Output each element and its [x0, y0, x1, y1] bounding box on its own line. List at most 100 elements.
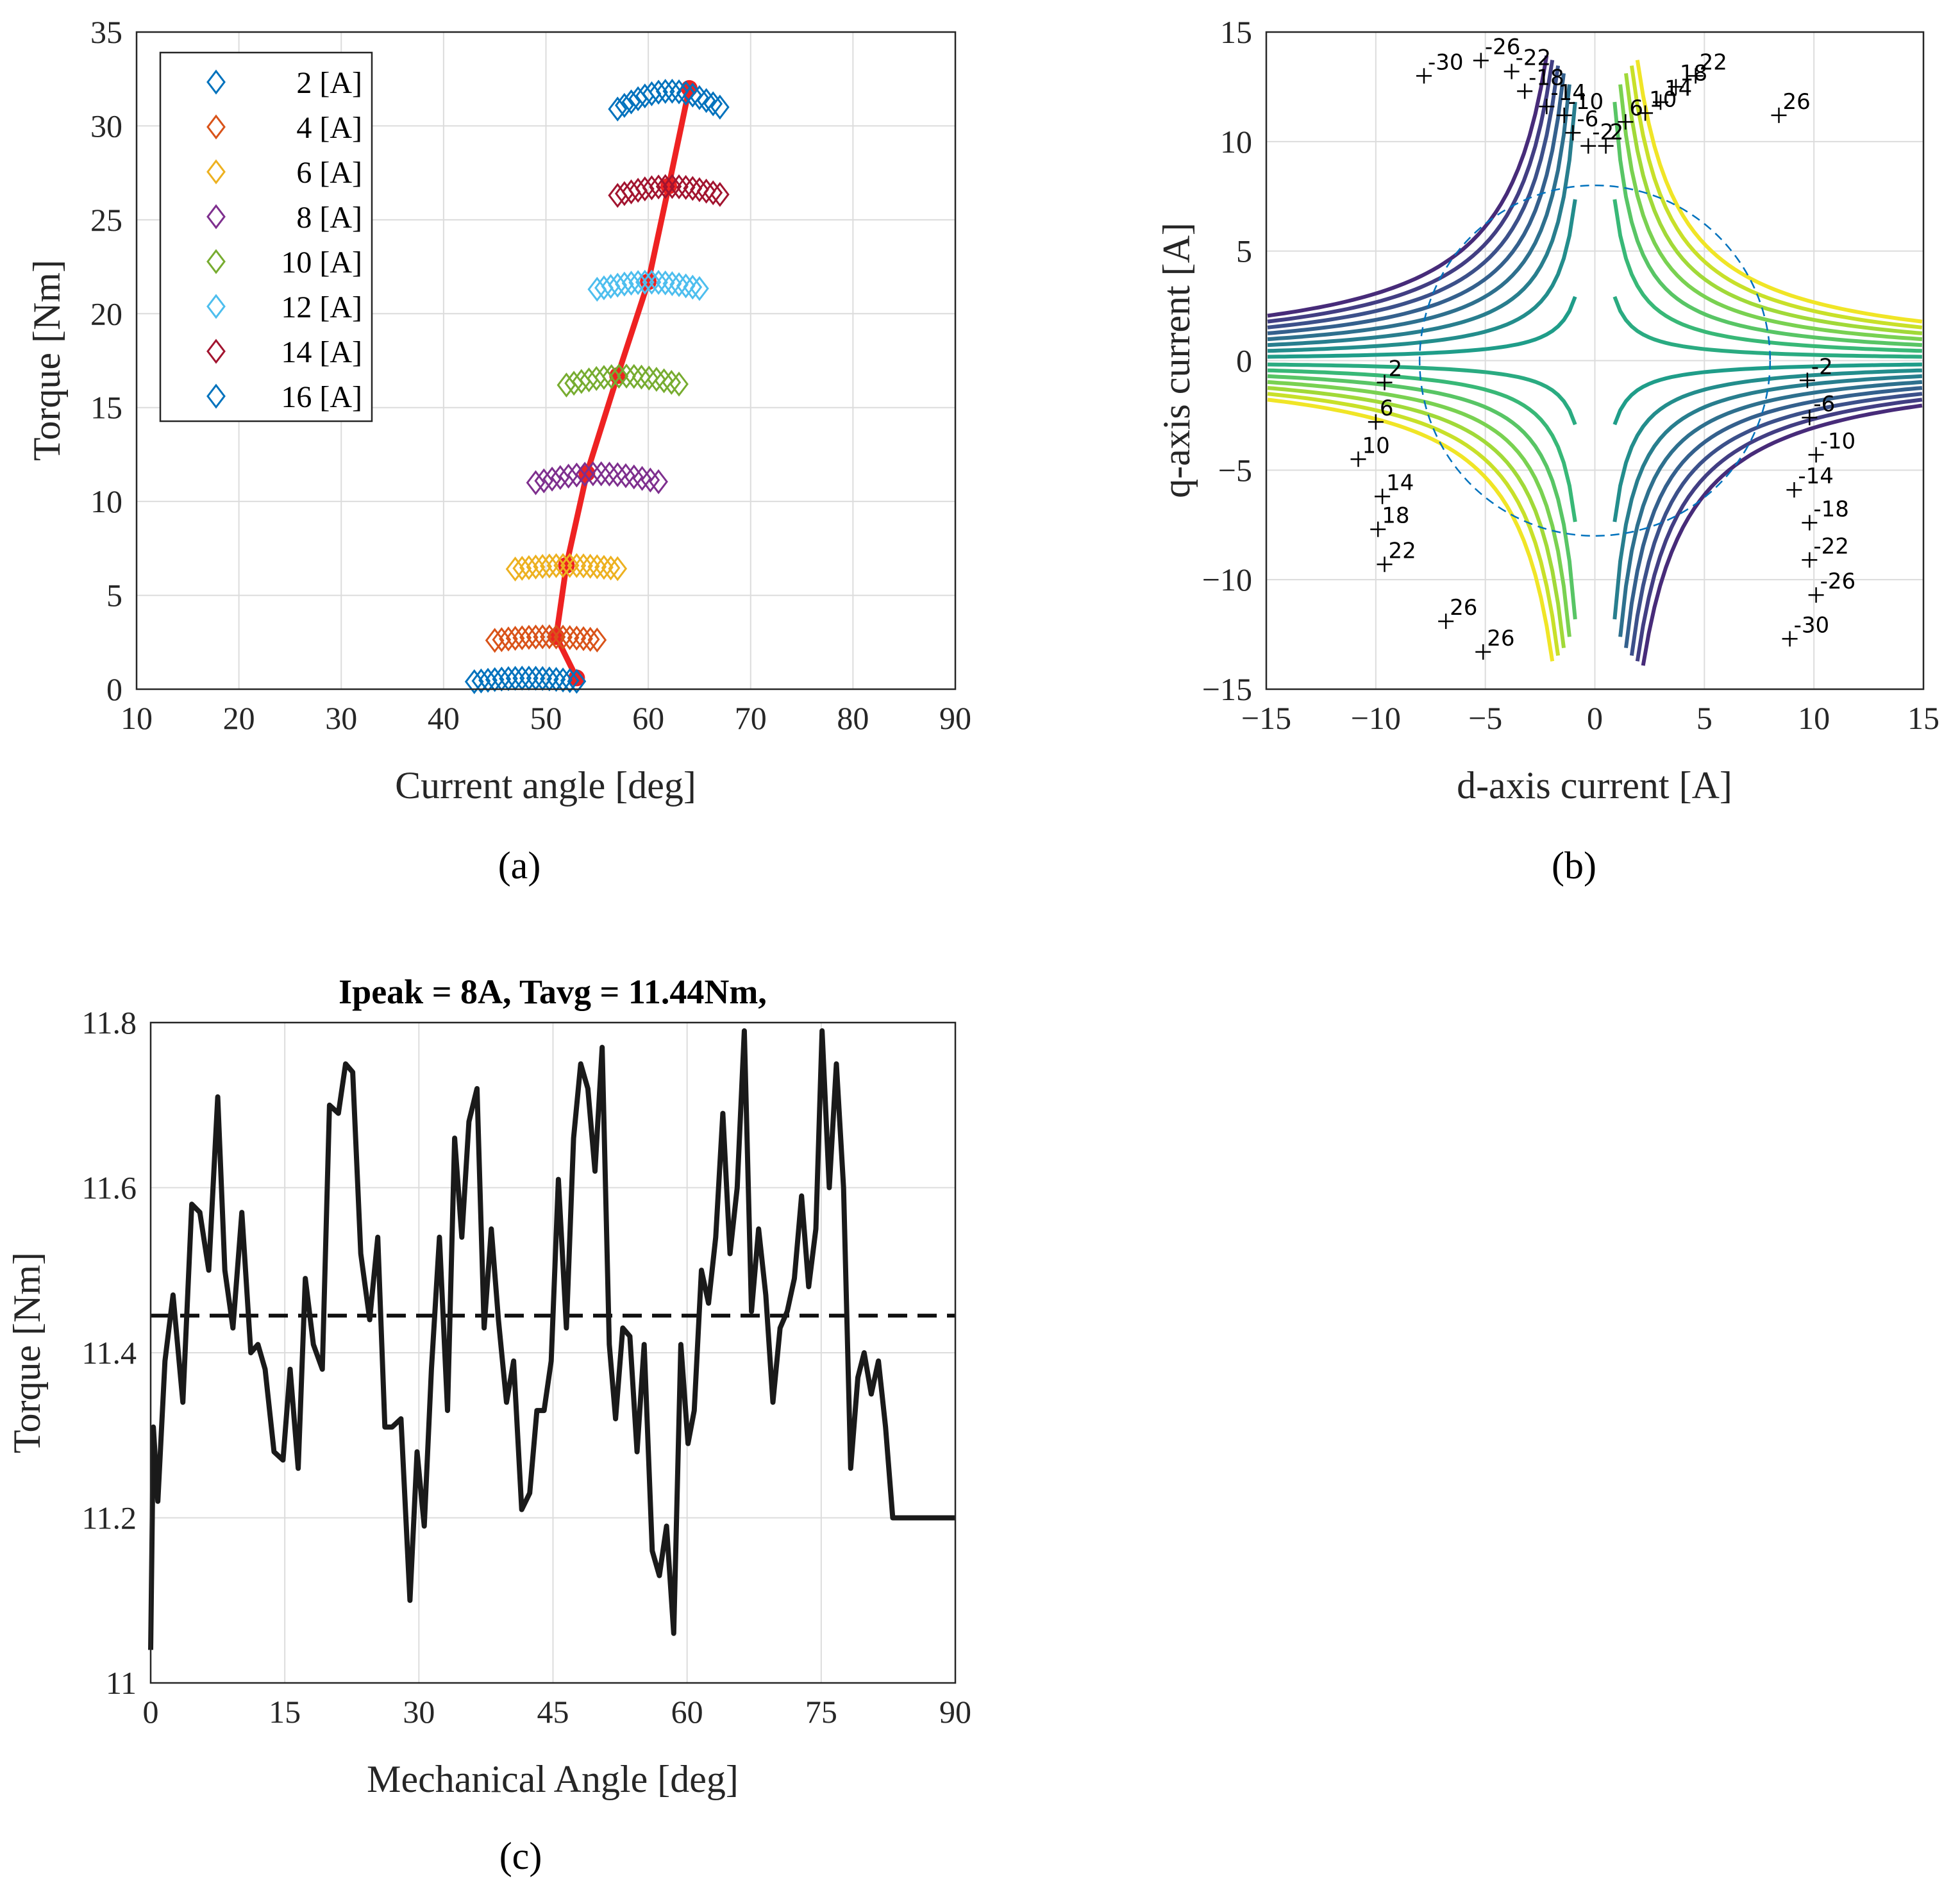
a-legend-marker — [206, 204, 226, 230]
a-x-tick: 10 — [121, 700, 153, 736]
a-data-marker — [690, 85, 709, 110]
b-contour-label: -18 — [1529, 65, 1564, 90]
a-data-marker — [492, 627, 512, 653]
b-limit-circle — [1418, 184, 1772, 537]
a-data-marker — [614, 92, 634, 118]
b-contour-label: -14 — [1550, 80, 1586, 106]
b-contour-line — [1267, 296, 1577, 359]
a-legend-label: 14 [A] — [281, 335, 362, 369]
a-data-marker — [639, 365, 659, 391]
b-contour-label: -26 — [1485, 34, 1521, 60]
b-contour-line — [1267, 392, 1561, 656]
a-data-marker — [662, 174, 682, 199]
c-tick-labels: 0 15 30 45 60 75 90 11 11.2 11.4 11.6 11.8 — [81, 1005, 971, 1730]
a-data-marker — [471, 668, 491, 694]
a-data-marker — [628, 270, 648, 296]
a-data-marker — [558, 464, 578, 489]
b-contour-label: 10 — [1649, 87, 1677, 112]
b-contour-line — [1618, 380, 1923, 637]
b-y-tick: 10 — [1220, 124, 1252, 160]
b-y-tick: −10 — [1202, 562, 1252, 598]
c-y-tick: 11.8 — [81, 1005, 137, 1041]
a-data-marker — [703, 91, 723, 117]
a-data-marker — [571, 369, 591, 394]
b-tick-labels: −15 −10 −5 0 5 10 15 −15 −10 −5 0 5 10 15 — [1202, 14, 1939, 736]
b-contour-line — [1267, 60, 1555, 324]
a-data-marker — [575, 462, 595, 487]
b-contour-line — [1267, 380, 1571, 637]
a-data-marker — [601, 364, 621, 389]
b-x-tick: −10 — [1351, 700, 1401, 736]
b-contour-line — [1624, 386, 1923, 648]
a-data-marker — [485, 667, 505, 692]
b-contour-label: 10 — [1362, 433, 1390, 458]
a-legend-label: 12 [A] — [281, 290, 362, 324]
a-data-marker — [676, 273, 696, 299]
c-torque-line — [148, 1028, 955, 1650]
dq-contour-chart: -30-26-22-18-14-10-6-226 1014182226261014… — [1155, 14, 1939, 887]
a-data-marker — [546, 624, 566, 649]
b-contour-label: -10 — [1568, 89, 1604, 115]
a-legend: 2 [A] 4 [A] 6 [A] 8 [A] 10 [A] 12 [A] 14 [A] 16… — [159, 51, 373, 422]
b-plot-frame — [1265, 31, 1925, 690]
a-data-marker — [553, 667, 573, 693]
b-contour-line — [1635, 397, 1923, 662]
c-x-tick: 75 — [805, 1694, 837, 1730]
b-contour-label: 26 — [1783, 89, 1811, 115]
a-data-marker — [478, 667, 498, 693]
a-data-marker — [614, 271, 634, 297]
a-y-axis-label: Torque [Nm] — [26, 260, 68, 461]
a-y-tick: 25 — [90, 202, 122, 238]
b-contour-label: 14 — [1664, 76, 1692, 101]
a-data-marker — [533, 624, 553, 649]
a-data-marker — [534, 468, 554, 494]
a-legend-marker — [206, 383, 226, 409]
a-legend-label: 8 [A] — [296, 201, 362, 235]
a-y-tick: 10 — [90, 483, 122, 519]
a-data-marker — [690, 177, 709, 203]
b-contour-line — [1618, 84, 1923, 342]
a-data-marker — [505, 556, 525, 582]
a-data-marker — [617, 364, 636, 389]
c-x-tick: 15 — [269, 1694, 301, 1730]
a-data-marker — [533, 554, 553, 579]
a-data-marker — [567, 625, 587, 651]
b-contour-line — [1641, 403, 1923, 666]
b-contour-line — [1267, 73, 1566, 335]
a-data-marker — [583, 461, 603, 487]
b-contour-label: -14 — [1798, 464, 1834, 489]
a-data-marker — [512, 555, 532, 581]
b-contour-line — [1612, 296, 1922, 359]
b-contour-line — [1267, 397, 1555, 662]
a-data-marker — [485, 628, 505, 653]
a-data-marker — [624, 364, 644, 389]
a-markers — [464, 78, 730, 694]
c-y-axis-label: Torque [Nm] — [6, 1252, 48, 1453]
a-data-marker — [546, 553, 566, 578]
b-x-tick: 0 — [1587, 700, 1603, 736]
b-x-axis-label: d-axis current [A] — [1457, 764, 1732, 807]
a-data-marker — [655, 270, 675, 296]
a-y-tick: 20 — [90, 296, 122, 331]
a-data-marker — [505, 626, 525, 651]
a-data-marker — [624, 464, 644, 490]
b-y-tick: 5 — [1236, 233, 1252, 269]
b-contour-line — [1267, 84, 1571, 342]
a-data-marker — [579, 367, 599, 393]
a-data-marker — [560, 668, 580, 694]
b-contour-label: -10 — [1820, 428, 1856, 454]
c-y-tick: 11.4 — [81, 1335, 137, 1371]
a-data-marker — [683, 176, 703, 201]
a-data-marker — [696, 178, 716, 204]
a-data-marker — [662, 78, 682, 104]
a-data-marker — [710, 94, 730, 120]
b-contour-label: -2 — [1592, 120, 1614, 146]
b-x-tick: 10 — [1798, 700, 1830, 736]
a-x-tick: 40 — [428, 700, 460, 736]
a-data-marker — [632, 465, 652, 491]
a-data-marker — [599, 461, 619, 487]
b-contour-label: 14 — [1386, 470, 1414, 496]
a-data-marker — [542, 466, 562, 492]
a-legend-label: 6 [A] — [296, 156, 362, 190]
